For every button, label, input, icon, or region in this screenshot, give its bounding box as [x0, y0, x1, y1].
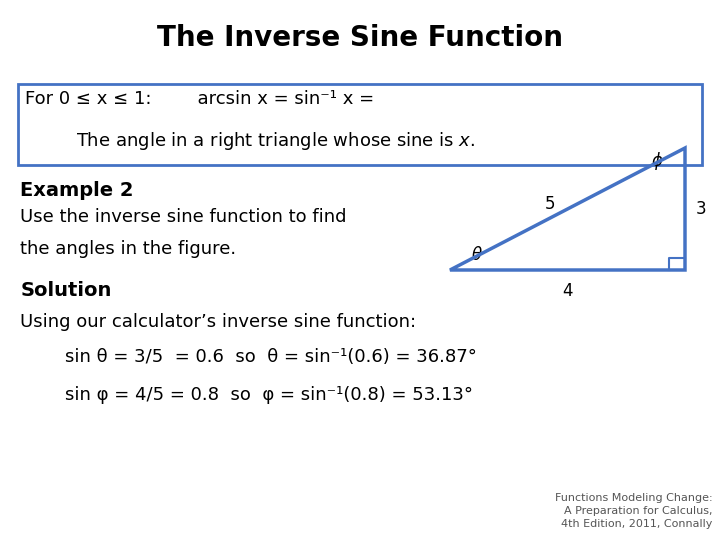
Text: For 0 ≤ x ≤ 1:        arcsin x = sin⁻¹ x =: For 0 ≤ x ≤ 1: arcsin x = sin⁻¹ x =: [25, 90, 374, 108]
Text: Solution: Solution: [20, 281, 112, 300]
Text: Functions Modeling Change:
A Preparation for Calculus,
4th Edition, 2011, Connal: Functions Modeling Change: A Preparation…: [555, 493, 713, 529]
Text: 3: 3: [696, 200, 706, 218]
Text: Using our calculator’s inverse sine function:: Using our calculator’s inverse sine func…: [20, 313, 416, 331]
Text: 4: 4: [562, 281, 572, 300]
Text: $\theta$: $\theta$: [472, 246, 483, 264]
Text: 5: 5: [544, 194, 554, 213]
Text: $\phi$: $\phi$: [652, 151, 664, 172]
Text: sin θ = 3/5  = 0.6  so  θ = sin⁻¹(0.6) = 36.87°: sin θ = 3/5 = 0.6 so θ = sin⁻¹(0.6) = 36…: [65, 348, 477, 366]
Text: Example 2: Example 2: [20, 181, 134, 200]
FancyBboxPatch shape: [18, 84, 702, 165]
Text: the angles in the figure.: the angles in the figure.: [20, 240, 236, 258]
Text: The angle in a right triangle whose sine is $x$.: The angle in a right triangle whose sine…: [76, 130, 475, 152]
Text: The Inverse Sine Function: The Inverse Sine Function: [157, 24, 563, 52]
Text: Use the inverse sine function to find: Use the inverse sine function to find: [20, 208, 346, 226]
Text: sin φ = 4/5 = 0.8  so  φ = sin⁻¹(0.8) = 53.13°: sin φ = 4/5 = 0.8 so φ = sin⁻¹(0.8) = 53…: [65, 386, 473, 404]
